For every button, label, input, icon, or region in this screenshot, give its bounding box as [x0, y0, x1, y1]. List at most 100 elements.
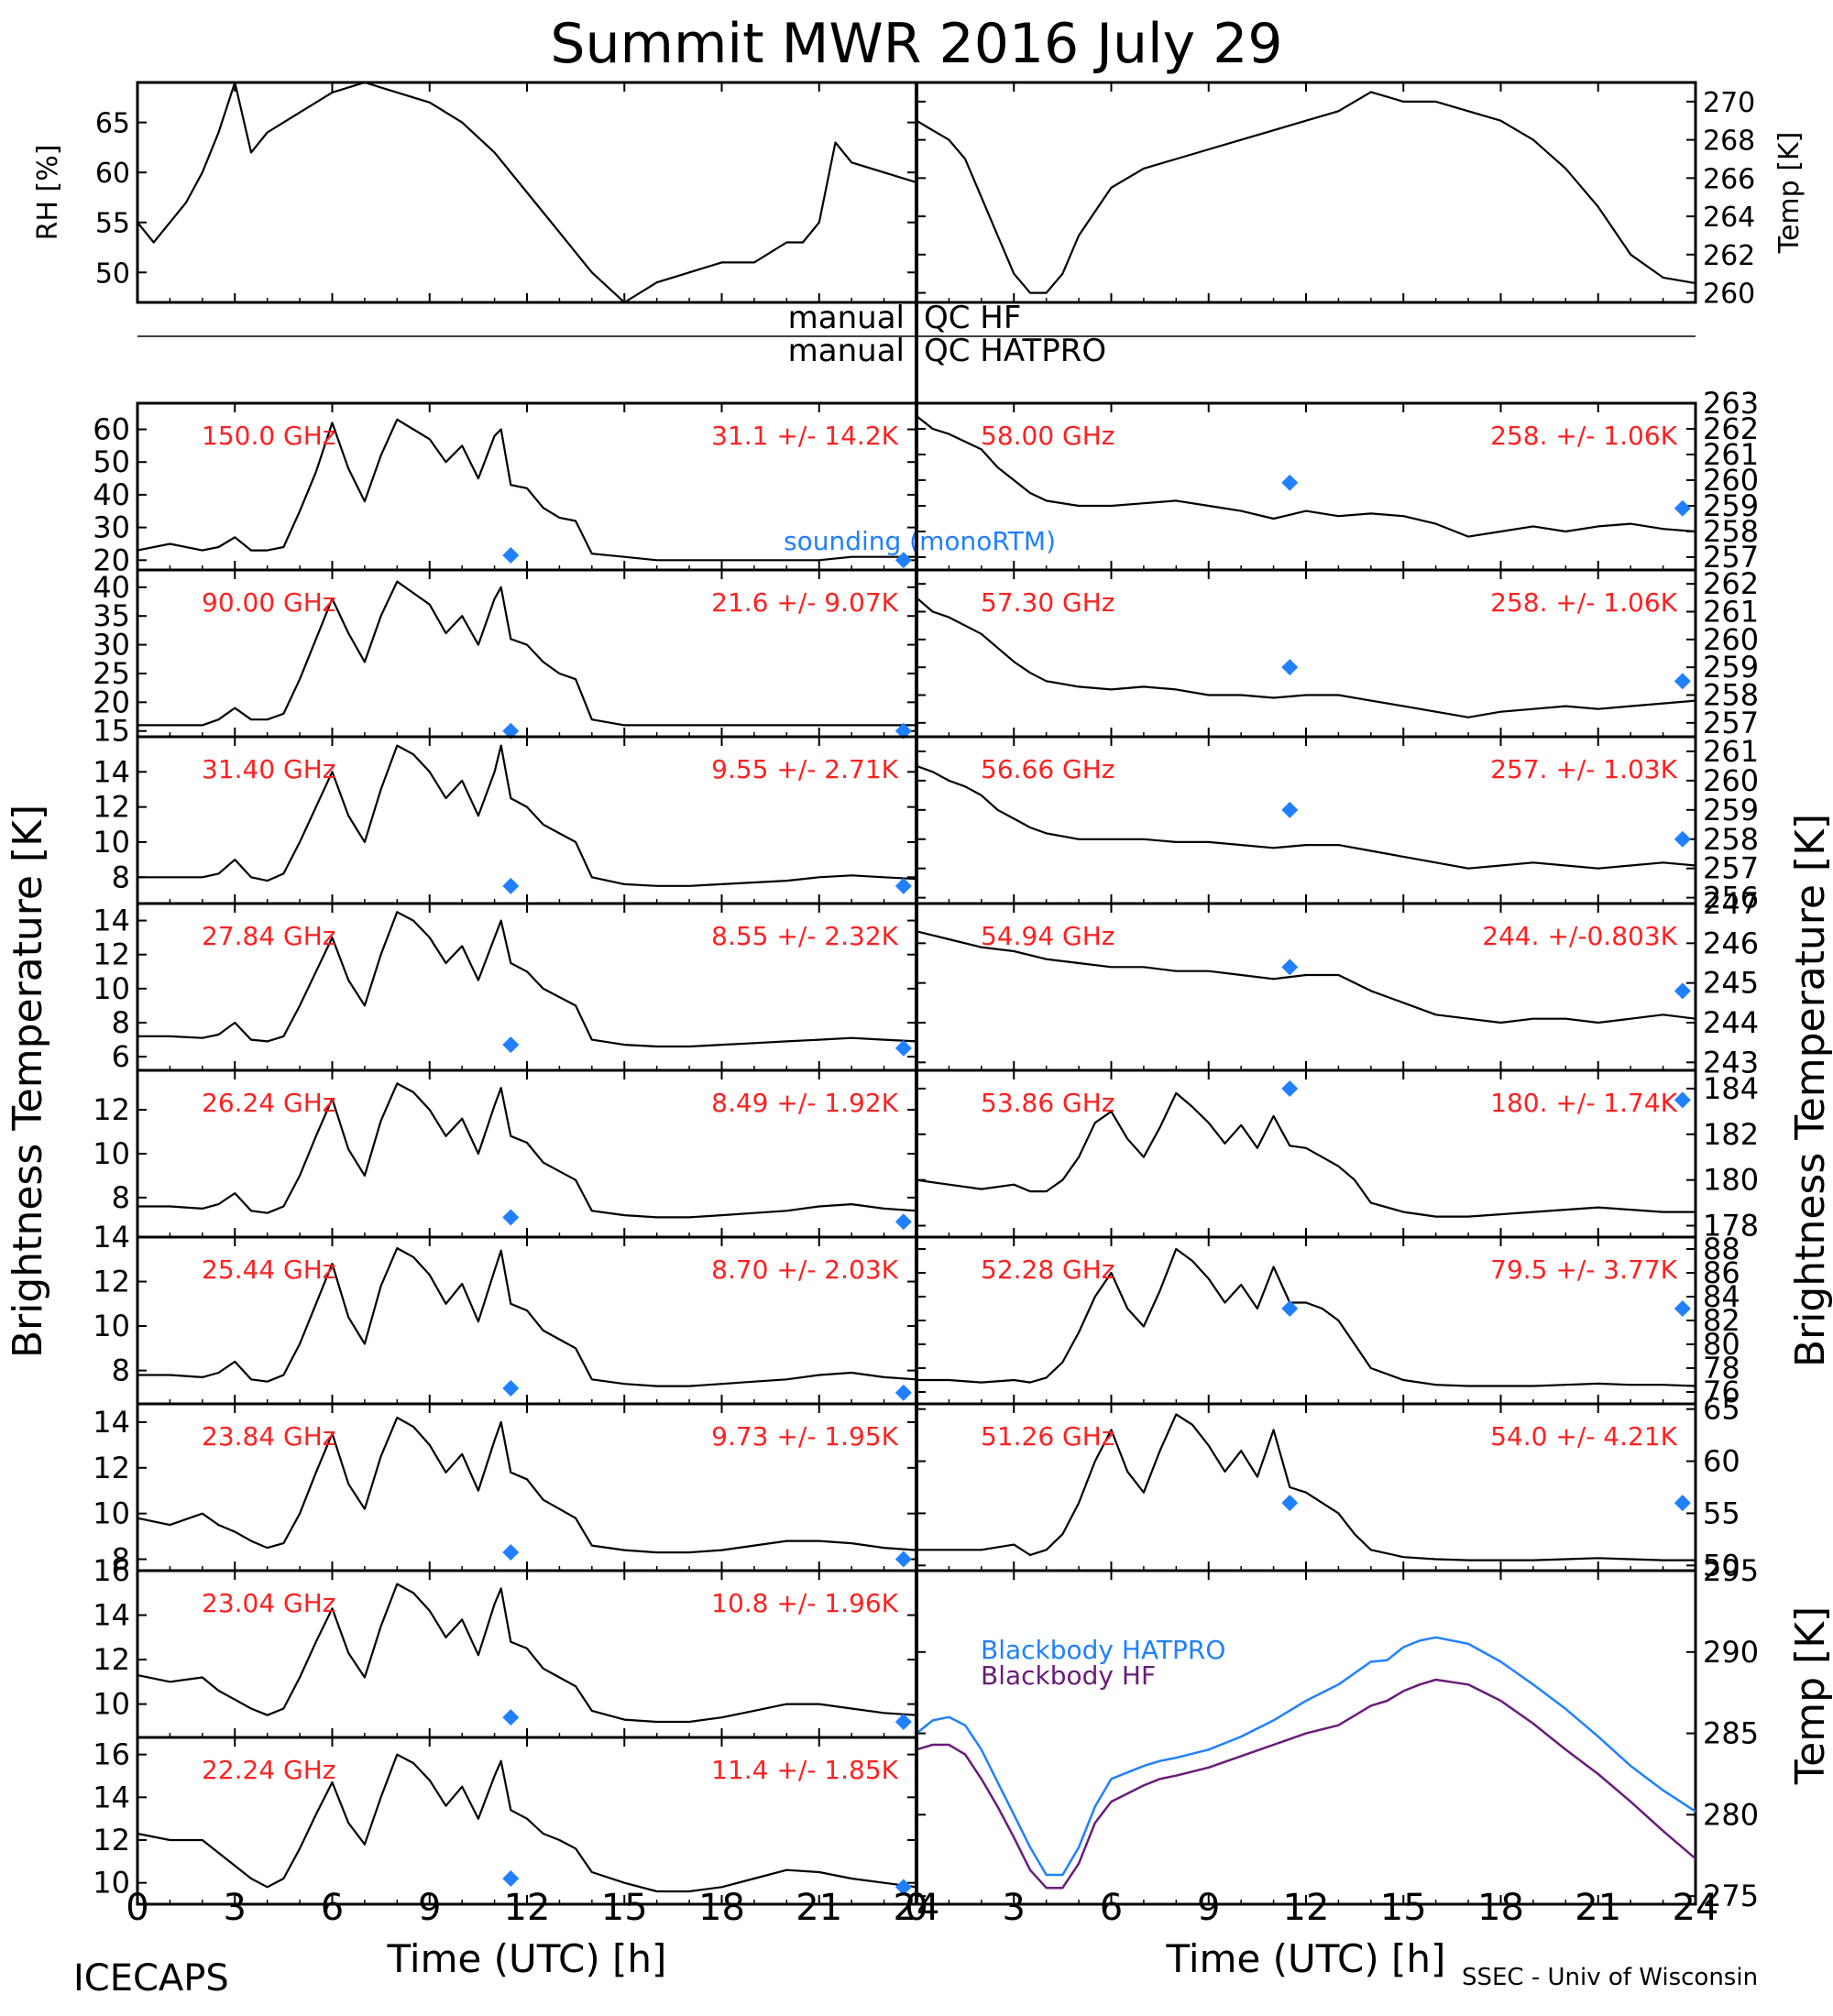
series-line [137, 81, 917, 304]
y-tick-label: 8 [112, 1353, 130, 1388]
freq-label: 150.0 GHz [202, 421, 336, 451]
sounding-marker [502, 546, 520, 564]
xlabel-right: Time (UTC) [h] [1166, 1936, 1446, 1981]
x-tick-label: 21 [796, 1887, 842, 1929]
stat-label: 244. +/-0.803K [1482, 921, 1677, 951]
qc-hf-label: QC HF [924, 300, 1021, 336]
series-line [137, 418, 916, 562]
y-tick-label: 12 [93, 1265, 130, 1299]
y-tick-label: 270 [1703, 87, 1755, 119]
sounding-marker [502, 1380, 520, 1397]
sounding-marker [1281, 659, 1299, 676]
stat-label: 258. +/- 1.06K [1490, 587, 1677, 618]
x-tick-label: 6 [321, 1887, 344, 1929]
y-tick-label: 262 [1703, 566, 1759, 601]
series-line [137, 744, 917, 887]
y-tick-label: 10 [93, 1136, 130, 1171]
left-channel-panel: 10 12 14 16 23.04 GHz 10.8 +/- 1.96K [93, 1553, 918, 1739]
y-tick-label: 14 [93, 1405, 130, 1440]
sounding-marker [502, 1209, 520, 1226]
y-tick-label: 8 [112, 1005, 130, 1040]
y-tick-label: 12 [93, 937, 130, 972]
y-tick-label: 12 [93, 1451, 130, 1485]
y-tick-label: 40 [93, 570, 130, 605]
freq-label: 26.24 GHz [202, 1088, 336, 1118]
freq-label: 52.28 GHz [981, 1255, 1115, 1285]
series-line [916, 930, 1696, 1024]
series-line [137, 911, 917, 1048]
sounding-marker [895, 552, 912, 569]
sounding-marker [1281, 959, 1299, 976]
left-channel-panel: 8 10 12 14 25.44 GHz 8.70 +/- 2.03K [93, 1220, 918, 1406]
y-tick-label: 261 [1703, 437, 1759, 472]
y-tick-label: 78 [1703, 1351, 1740, 1386]
legend-hatpro: Blackbody HATPRO [981, 1635, 1225, 1665]
temp-panel: 260 262 264 266 268 270 [915, 81, 1755, 311]
y-tick-label: 20 [93, 685, 130, 719]
y-tick-label: 247 [1703, 886, 1759, 921]
y-tick-label: 14 [93, 904, 130, 938]
y-tick-label: 259 [1703, 793, 1759, 827]
y-tick-label: 246 [1703, 926, 1759, 960]
stat-label: 8.49 +/- 1.92K [711, 1088, 898, 1118]
sounding-marker [895, 877, 912, 894]
series-line [137, 1082, 917, 1219]
y-tick-label: 280 [1703, 1797, 1759, 1832]
x-tick-label: 3 [1003, 1887, 1026, 1929]
bb-ylabel: Temp [K] [1787, 1606, 1833, 1785]
y-tick-label: 259 [1703, 488, 1759, 523]
sounding-marker [895, 1039, 912, 1057]
y-tick-label: 245 [1703, 966, 1759, 1001]
y-tick-label: 14 [93, 1598, 130, 1633]
x-tick-label: 15 [1380, 1887, 1427, 1929]
y-tick-label: 80 [1703, 1327, 1740, 1362]
sounding-marker [1674, 673, 1691, 690]
series-line [916, 91, 1696, 294]
left-channel-panel: 8 10 12 14 23.84 GHz 9.73 +/- 1.95K [93, 1402, 918, 1577]
y-tick-label: 14 [93, 754, 130, 789]
series-line [916, 1678, 1696, 1890]
qc-hf-left: manual [788, 300, 905, 336]
blackbody-panel: 275 280 285 290 295 Blackbody HATPROBlackbody… [915, 1553, 1759, 1913]
freq-label: 31.40 GHz [202, 754, 336, 784]
freq-label: 22.24 GHz [202, 1755, 336, 1785]
temp-ylabel: Temp [K] [1773, 132, 1806, 255]
legend-hf: Blackbody HF [981, 1660, 1156, 1691]
y-tick-label: 244 [1703, 1005, 1759, 1040]
xlabel-left: Time (UTC) [h] [387, 1936, 667, 1981]
y-tick-label: 10 [93, 825, 130, 860]
y-tick-label: 260 [1703, 622, 1759, 657]
sounding-label: sounding (monoRTM) [784, 526, 1056, 556]
stat-label: 10.8 +/- 1.96K [711, 1588, 898, 1618]
y-tick-label: 10 [93, 971, 130, 1006]
y-tick-label: 6 [112, 1039, 130, 1074]
sounding-marker [1674, 499, 1691, 517]
y-tick-label: 257 [1703, 706, 1759, 740]
sounding-marker [895, 1550, 912, 1568]
y-tick-label: 260 [1703, 763, 1759, 798]
x-tick-label: 9 [418, 1887, 441, 1929]
freq-label: 57.30 GHz [981, 587, 1115, 618]
y-tick-label: 262 [1703, 411, 1759, 446]
x-tick-label: 9 [1197, 1887, 1220, 1929]
y-tick-label: 86 [1703, 1255, 1740, 1290]
y-tick-label: 10 [93, 1309, 130, 1343]
y-tick-label: 12 [93, 1642, 130, 1677]
stat-label: 258. +/- 1.06K [1490, 421, 1677, 451]
sounding-marker [1281, 1495, 1299, 1512]
y-tick-label: 84 [1703, 1279, 1740, 1314]
stat-label: 9.73 +/- 1.95K [711, 1421, 898, 1452]
series-line [137, 580, 916, 727]
y-tick-label: 275 [1703, 1879, 1759, 1913]
rh-panel: 50 55 60 65 [95, 81, 918, 304]
right-ylabel: Brightness Temperature [K] [1787, 814, 1833, 1367]
y-tick-label: 50 [95, 257, 130, 290]
sounding-marker [1674, 830, 1691, 848]
y-tick-label: 50 [93, 444, 130, 479]
stat-label: 31.1 +/- 14.2K [711, 421, 898, 451]
